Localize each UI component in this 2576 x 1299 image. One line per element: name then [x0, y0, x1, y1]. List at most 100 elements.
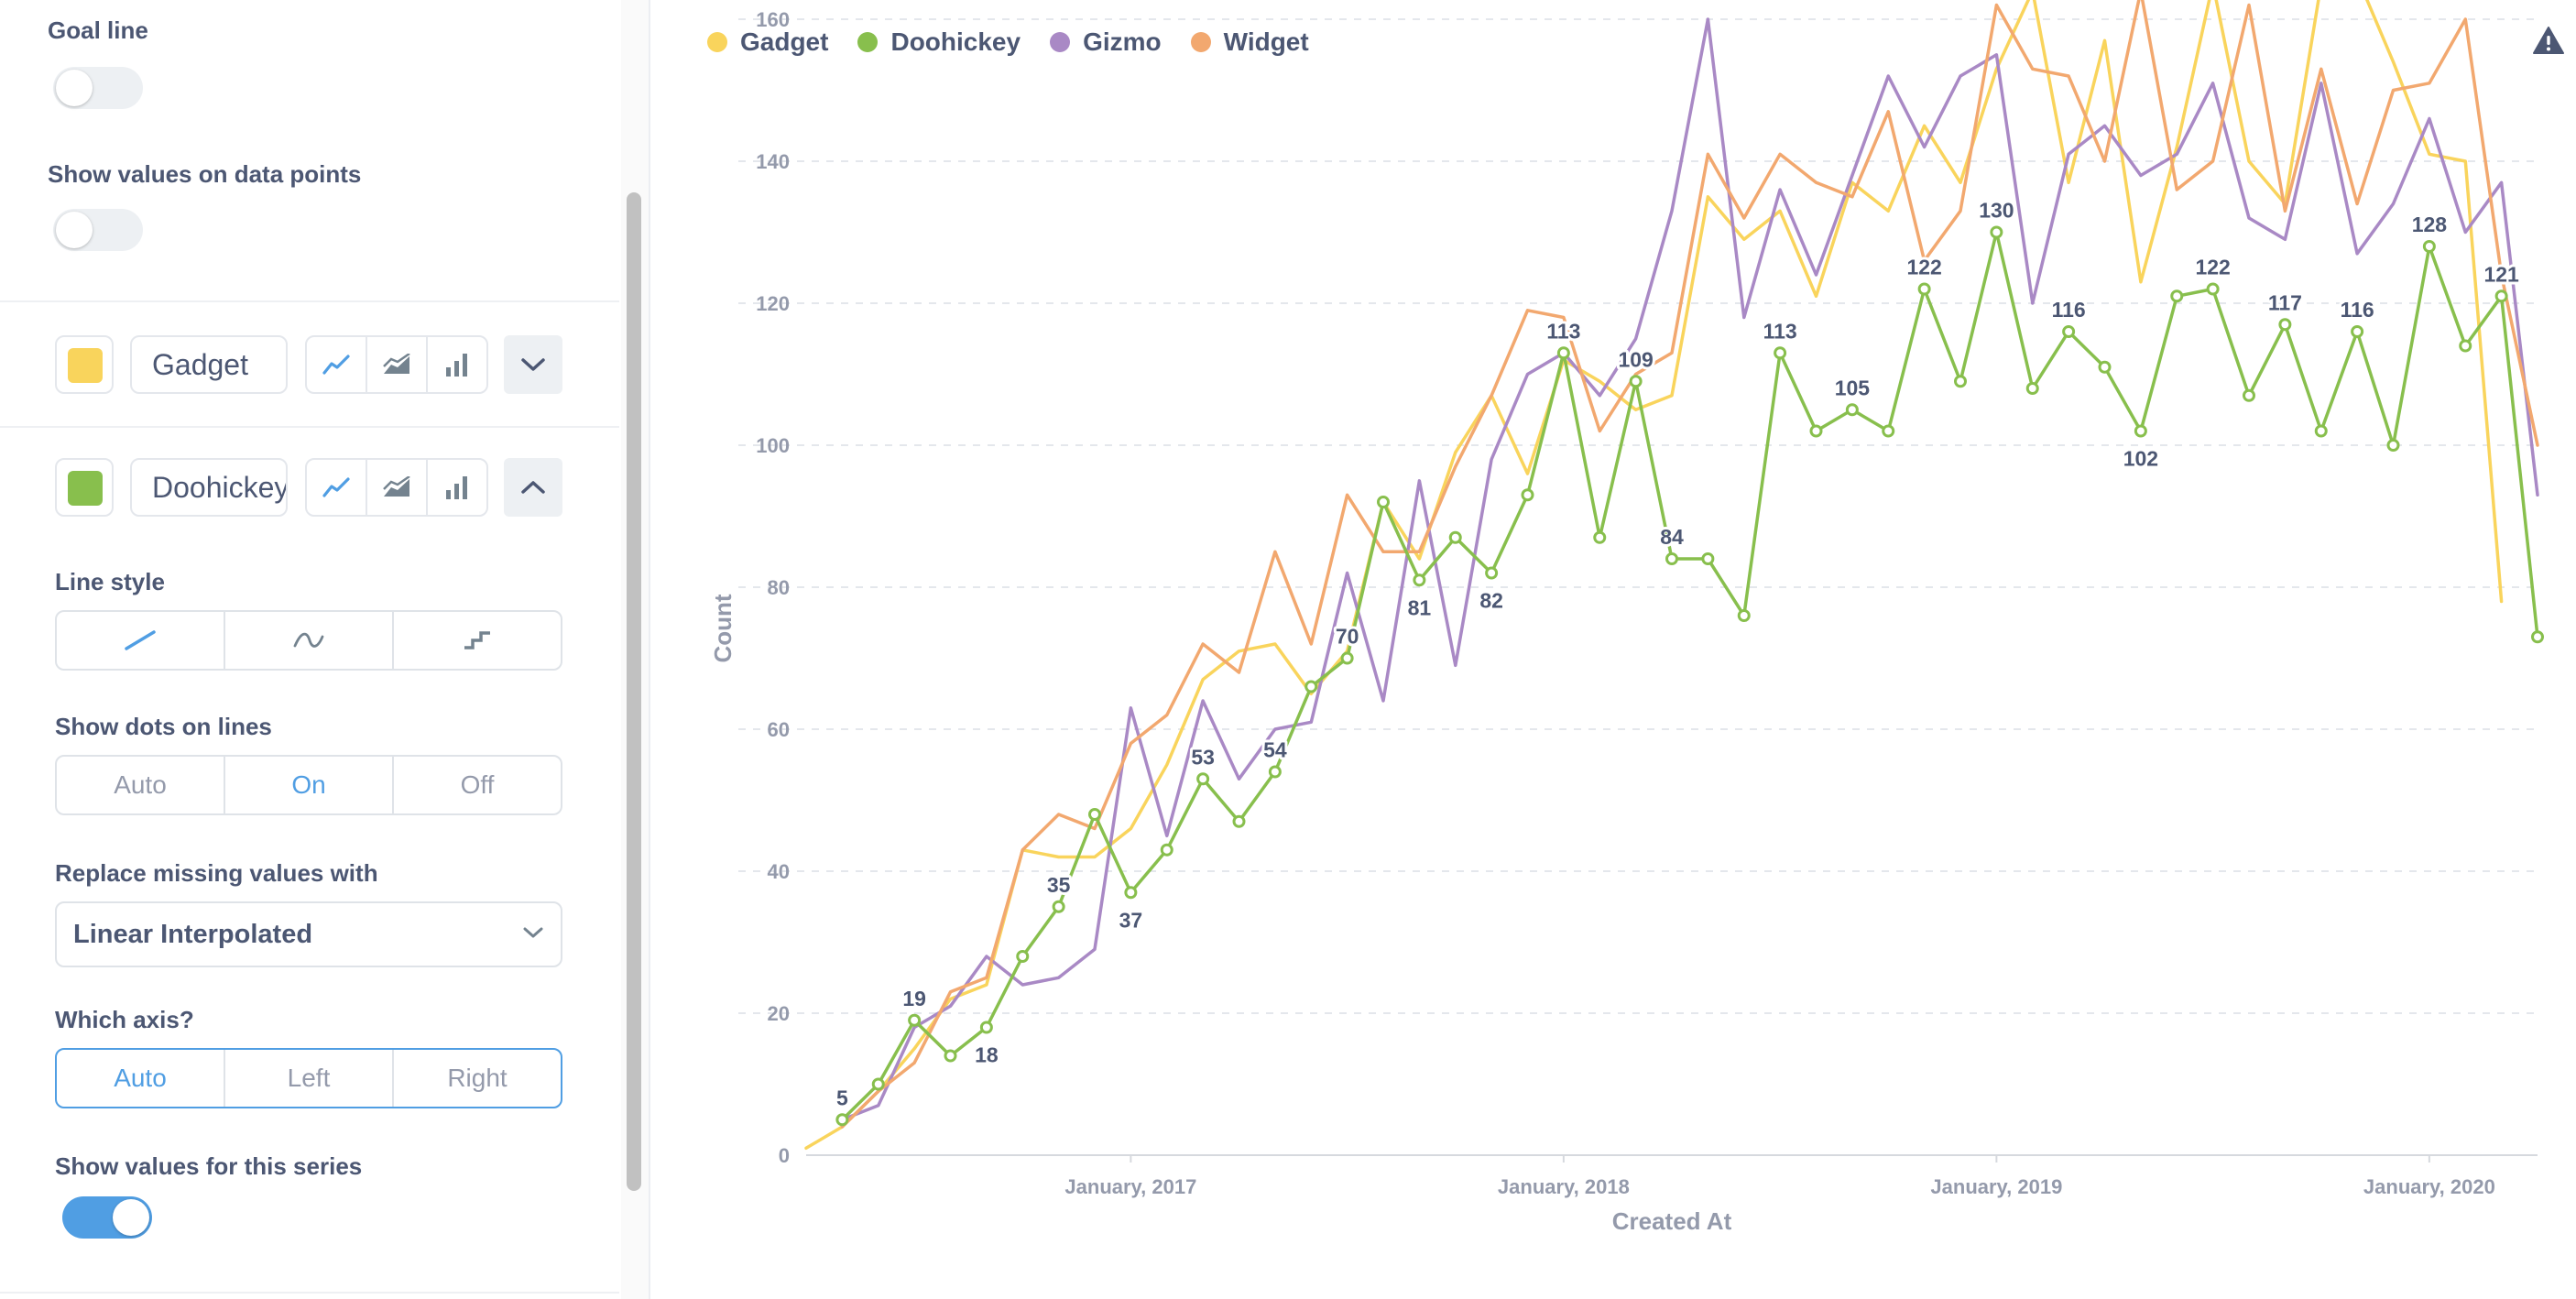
bar-type-button[interactable] — [428, 337, 486, 392]
goal-line-toggle[interactable] — [53, 67, 143, 109]
series-line-widget — [840, 0, 2539, 1129]
line-style-curve-option[interactable] — [225, 612, 394, 669]
data-label: 35 — [1047, 873, 1071, 897]
missing-values-select[interactable]: Linear Interpolated — [55, 901, 562, 967]
data-label: 37 — [1119, 908, 1143, 932]
legend-label: Widget — [1223, 27, 1309, 56]
divider — [0, 1292, 619, 1294]
y-tick-label: 0 — [779, 1144, 790, 1167]
gadget-series-name-input[interactable]: Gadget — [130, 335, 288, 394]
doohickey-color-swatch — [68, 471, 103, 506]
area-type-button[interactable] — [367, 337, 428, 392]
gadget-chart-type-group — [305, 335, 488, 394]
data-point — [871, 1077, 885, 1091]
show-values-series-label: Show values for this series — [55, 1152, 363, 1180]
data-point — [1629, 375, 1643, 388]
y-tick-label: 160 — [756, 8, 790, 31]
data-point — [2459, 339, 2472, 353]
doohickey-collapse-button[interactable] — [504, 458, 562, 517]
show-dots-on-option[interactable]: On — [225, 757, 394, 813]
line-type-button[interactable] — [307, 460, 367, 515]
area-chart-icon — [383, 354, 410, 374]
data-point — [1556, 346, 1570, 360]
data-label: 81 — [1408, 595, 1432, 619]
series-line-doohickey — [840, 230, 2539, 1122]
bar-type-button[interactable] — [428, 460, 486, 515]
data-point — [2206, 282, 2220, 296]
gadget-expand-button[interactable] — [504, 335, 562, 394]
data-point — [1917, 282, 1931, 296]
data-point — [1124, 886, 1138, 900]
chevron-down-icon — [523, 927, 543, 938]
missing-values-label: Replace missing values with — [55, 859, 378, 887]
curve-line-icon — [293, 632, 324, 648]
show-dots-auto-option[interactable]: Auto — [57, 757, 225, 813]
panel-scrollbar-thumb[interactable] — [627, 192, 641, 1191]
data-point — [2025, 382, 2039, 395]
x-tick-label: January, 2019 — [1930, 1175, 2062, 1198]
show-dots-label: Show dots on lines — [55, 713, 272, 740]
data-point — [2351, 325, 2364, 338]
show-values-series-toggle[interactable] — [62, 1196, 152, 1239]
legend-item-gizmo[interactable]: Gizmo — [1050, 27, 1162, 57]
straight-line-icon — [125, 630, 156, 650]
data-label: 113 — [1546, 319, 1580, 343]
doohickey-series-name-input[interactable]: Doohickey — [130, 458, 288, 517]
gadget-color-swatch — [68, 348, 103, 383]
data-label: 84 — [1660, 525, 1684, 549]
toggle-knob — [56, 212, 93, 248]
show-dots-off-option[interactable]: Off — [460, 770, 495, 799]
data-label: 121 — [2483, 262, 2519, 286]
data-point — [2494, 289, 2508, 303]
show-values-on-points-toggle[interactable] — [53, 209, 143, 251]
line-style-linear-option[interactable] — [57, 612, 225, 669]
y-tick-label: 140 — [756, 150, 790, 173]
data-point — [1737, 609, 1751, 622]
legend-label: Gadget — [740, 27, 829, 56]
which-axis-left-option[interactable]: Left — [225, 1050, 394, 1107]
series-line-gizmo — [840, 17, 2539, 1122]
data-point — [908, 1013, 922, 1027]
data-point — [2278, 318, 2292, 332]
y-tick-label: 20 — [768, 1002, 790, 1025]
line-style-step-option[interactable] — [394, 612, 561, 669]
chevron-up-icon — [521, 481, 545, 494]
warning-icon[interactable] — [2532, 26, 2565, 60]
doohickey-color-picker[interactable] — [55, 458, 114, 517]
y-tick-label: 60 — [768, 718, 790, 741]
line-style-label: Line style — [55, 568, 165, 595]
data-label: 70 — [1336, 625, 1359, 649]
data-point — [1845, 403, 1859, 417]
legend-item-widget[interactable]: Widget — [1190, 27, 1309, 57]
data-point — [1701, 552, 1715, 565]
data-point — [1016, 950, 1030, 963]
line-chart: 0 20 40 60 80 100 120 140 160 January, 2017 Januar… — [709, 0, 2544, 1235]
line-type-button[interactable] — [307, 337, 367, 392]
data-point — [1413, 573, 1426, 587]
which-axis-auto-option[interactable]: Auto — [57, 1050, 225, 1107]
data-point — [1088, 808, 1101, 821]
data-point — [1990, 225, 2003, 239]
data-label: 105 — [1835, 376, 1871, 399]
which-axis-right-option[interactable]: Right — [447, 1064, 508, 1092]
legend-item-gadget[interactable]: Gadget — [707, 27, 828, 57]
which-axis-selector: Auto Left Right — [55, 1048, 562, 1108]
data-point — [1196, 772, 1210, 786]
data-point — [1160, 843, 1173, 857]
chart-area: 0 20 40 60 80 100 120 140 160 January, 2017 Januar… — [650, 0, 2576, 1299]
data-label: 122 — [1906, 256, 1941, 279]
data-point — [1377, 496, 1390, 508]
y-tick-label: 120 — [756, 292, 790, 315]
data-point — [1954, 375, 1967, 388]
area-chart-icon — [383, 476, 410, 497]
data-point — [2314, 424, 2328, 438]
divider — [0, 426, 619, 428]
data-point — [2098, 360, 2112, 374]
area-type-button[interactable] — [367, 460, 428, 515]
gadget-color-picker[interactable] — [55, 335, 114, 394]
legend-item-doohickey[interactable]: Doohickey — [857, 27, 1021, 57]
bar-chart-icon — [446, 476, 467, 499]
data-label: 128 — [2412, 213, 2448, 236]
data-label: 130 — [1979, 199, 2014, 223]
x-axis-title: Created At — [1612, 1207, 1732, 1235]
